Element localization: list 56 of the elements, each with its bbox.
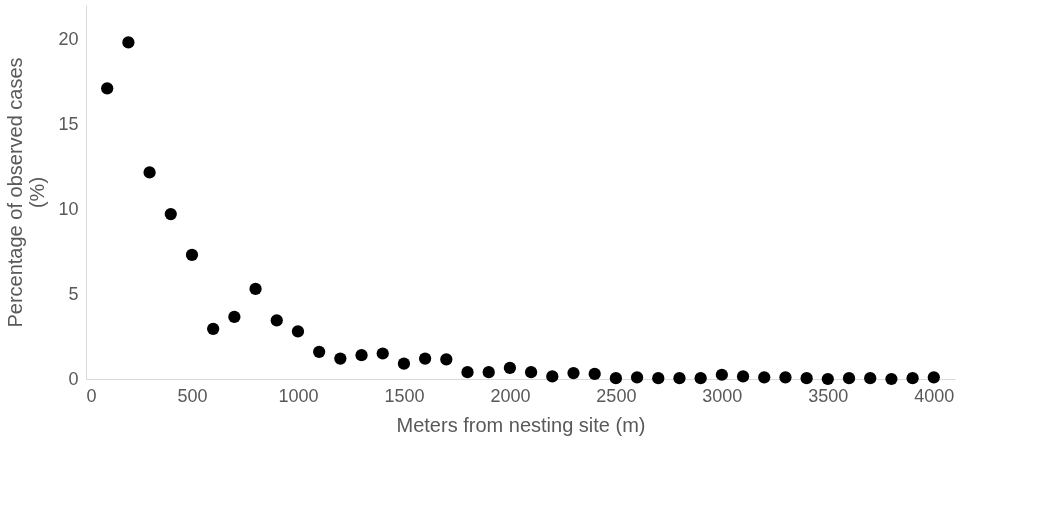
- point: [419, 352, 432, 365]
- point: [334, 352, 347, 365]
- point: [270, 314, 283, 327]
- point: [800, 372, 813, 385]
- point: [122, 36, 135, 49]
- y-tick-label: 10: [58, 198, 79, 219]
- point: [503, 361, 517, 375]
- point: [630, 371, 644, 384]
- point: [313, 345, 326, 358]
- point: [694, 372, 707, 385]
- point: [397, 357, 411, 370]
- x-tick-label: 500: [177, 385, 208, 406]
- point: [143, 166, 156, 179]
- point: [567, 366, 580, 380]
- point: [482, 366, 495, 379]
- y-axis-title: Percentage of observed cases (%): [4, 57, 49, 328]
- point: [779, 371, 792, 384]
- point: [101, 82, 114, 95]
- point: [164, 207, 177, 221]
- y-tick-label: 0: [68, 368, 79, 389]
- point: [821, 372, 834, 386]
- x-tick-label: 1000: [278, 385, 319, 406]
- point: [609, 372, 622, 385]
- x-tick-label: 2000: [490, 385, 531, 406]
- point: [376, 347, 389, 360]
- x-tick-label: 4000: [914, 385, 955, 406]
- point: [228, 310, 241, 324]
- point: [842, 372, 856, 385]
- x-tick-label: 3000: [702, 385, 743, 406]
- x-tick-label: 2500: [596, 385, 637, 406]
- point: [927, 371, 940, 384]
- x-tick-label: 1500: [384, 385, 425, 406]
- point: [715, 368, 728, 381]
- point: [185, 248, 199, 262]
- point: [906, 372, 919, 385]
- point: [355, 349, 368, 362]
- point: [758, 371, 771, 384]
- point: [736, 370, 750, 383]
- point: [652, 372, 665, 385]
- point: [207, 322, 220, 335]
- point: [885, 372, 898, 386]
- point: [588, 367, 601, 381]
- x-tick-label: 3500: [808, 385, 849, 406]
- x-tick-label: 0: [86, 385, 97, 406]
- point: [524, 366, 538, 379]
- y-tick-label: 15: [58, 113, 79, 134]
- point: [249, 282, 262, 296]
- x-axis-title: Meters from nesting site (m): [396, 413, 646, 436]
- point: [291, 325, 305, 338]
- y-tick-label: 5: [68, 283, 79, 304]
- point: [673, 372, 686, 385]
- point: [461, 366, 474, 379]
- y-tick-label: 20: [58, 28, 79, 49]
- point: [440, 353, 453, 366]
- point: [864, 372, 877, 385]
- point: [546, 370, 559, 383]
